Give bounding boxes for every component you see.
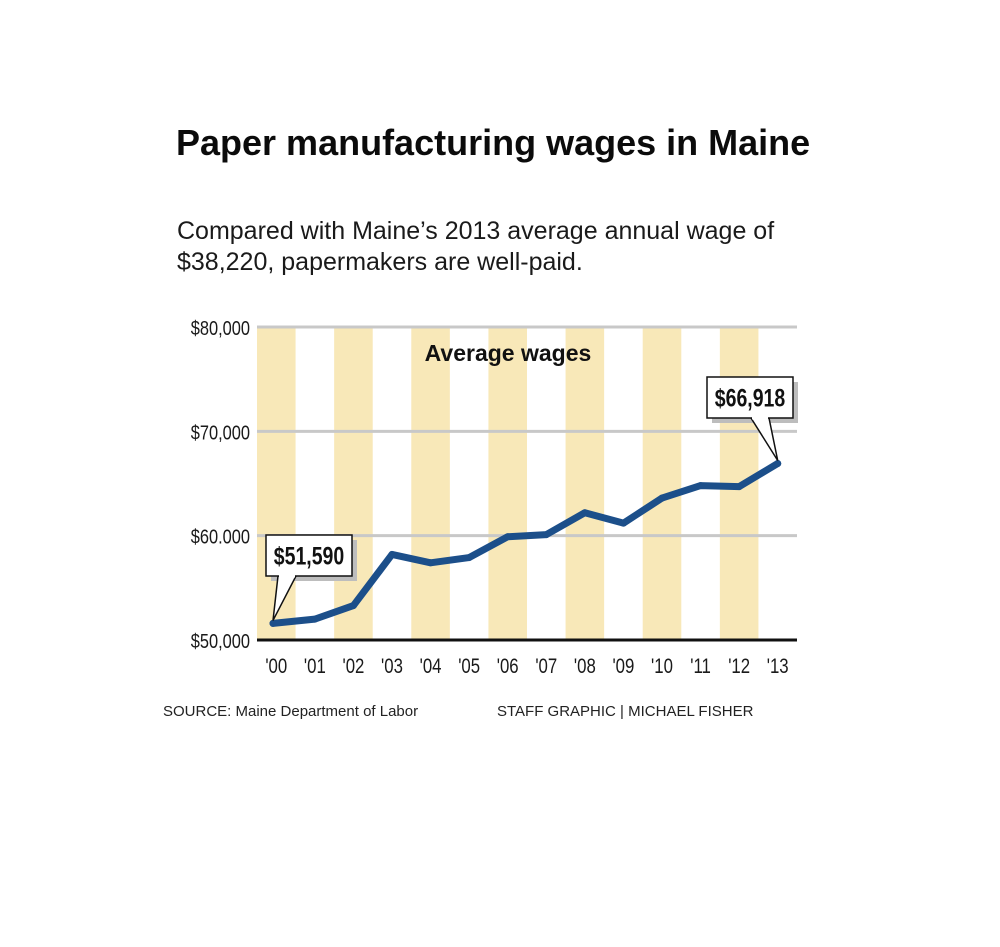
x-tick-label: '13 — [767, 655, 789, 678]
chart-subtitle: Compared with Maine’s 2013 average annua… — [177, 217, 775, 276]
x-tick-label: '00 — [265, 655, 287, 678]
value-label: $51,590 — [274, 542, 344, 570]
source-credit: SOURCE: Maine Department of Labor — [163, 703, 419, 720]
data-point — [697, 482, 705, 490]
data-point — [427, 559, 435, 567]
callout-joint — [752, 415, 768, 420]
year-band — [488, 327, 527, 640]
data-point — [581, 509, 589, 517]
x-tick-label: '11 — [690, 655, 711, 678]
x-tick-label: '01 — [304, 655, 326, 678]
callout-box — [706, 376, 794, 419]
series-line — [269, 459, 782, 627]
y-tick-label: $60.000 — [191, 525, 250, 548]
value-label: $66,918 — [715, 384, 785, 412]
callout-joint — [279, 573, 295, 578]
data-point — [269, 619, 277, 627]
data-point — [349, 602, 357, 610]
x-tick-label: '10 — [651, 655, 673, 678]
data-point — [542, 531, 550, 539]
data-point — [658, 494, 666, 502]
callout-box — [265, 534, 353, 577]
x-tick-label: '07 — [535, 655, 557, 678]
year-band — [411, 327, 450, 640]
x-tick-label: '09 — [612, 655, 634, 678]
x-tick-label: '03 — [381, 655, 403, 678]
data-point — [774, 459, 782, 467]
data-point — [735, 483, 743, 491]
y-tick-label: $50,000 — [191, 629, 250, 652]
data-point — [311, 615, 319, 623]
x-tick-label: '08 — [574, 655, 596, 678]
chart-headline: Paper manufacturing wages in Maine — [176, 122, 811, 163]
data-point — [619, 519, 627, 527]
data-point — [388, 550, 396, 558]
x-tick-label: '02 — [342, 655, 364, 678]
x-tick-label: '12 — [728, 655, 750, 678]
year-band — [565, 327, 605, 640]
x-tick-label: '04 — [420, 655, 442, 678]
chart-title: Average wages — [425, 340, 592, 366]
data-point — [504, 533, 512, 541]
y-tick-label: $80,000 — [191, 316, 250, 339]
x-tick-label: '05 — [458, 655, 480, 678]
data-point — [465, 554, 473, 562]
year-band — [642, 327, 682, 640]
x-tick-label: '06 — [497, 655, 519, 678]
staff-credit: STAFF GRAPHIC | MICHAEL FISHER — [497, 703, 754, 720]
y-tick-label: $70,000 — [191, 421, 250, 444]
